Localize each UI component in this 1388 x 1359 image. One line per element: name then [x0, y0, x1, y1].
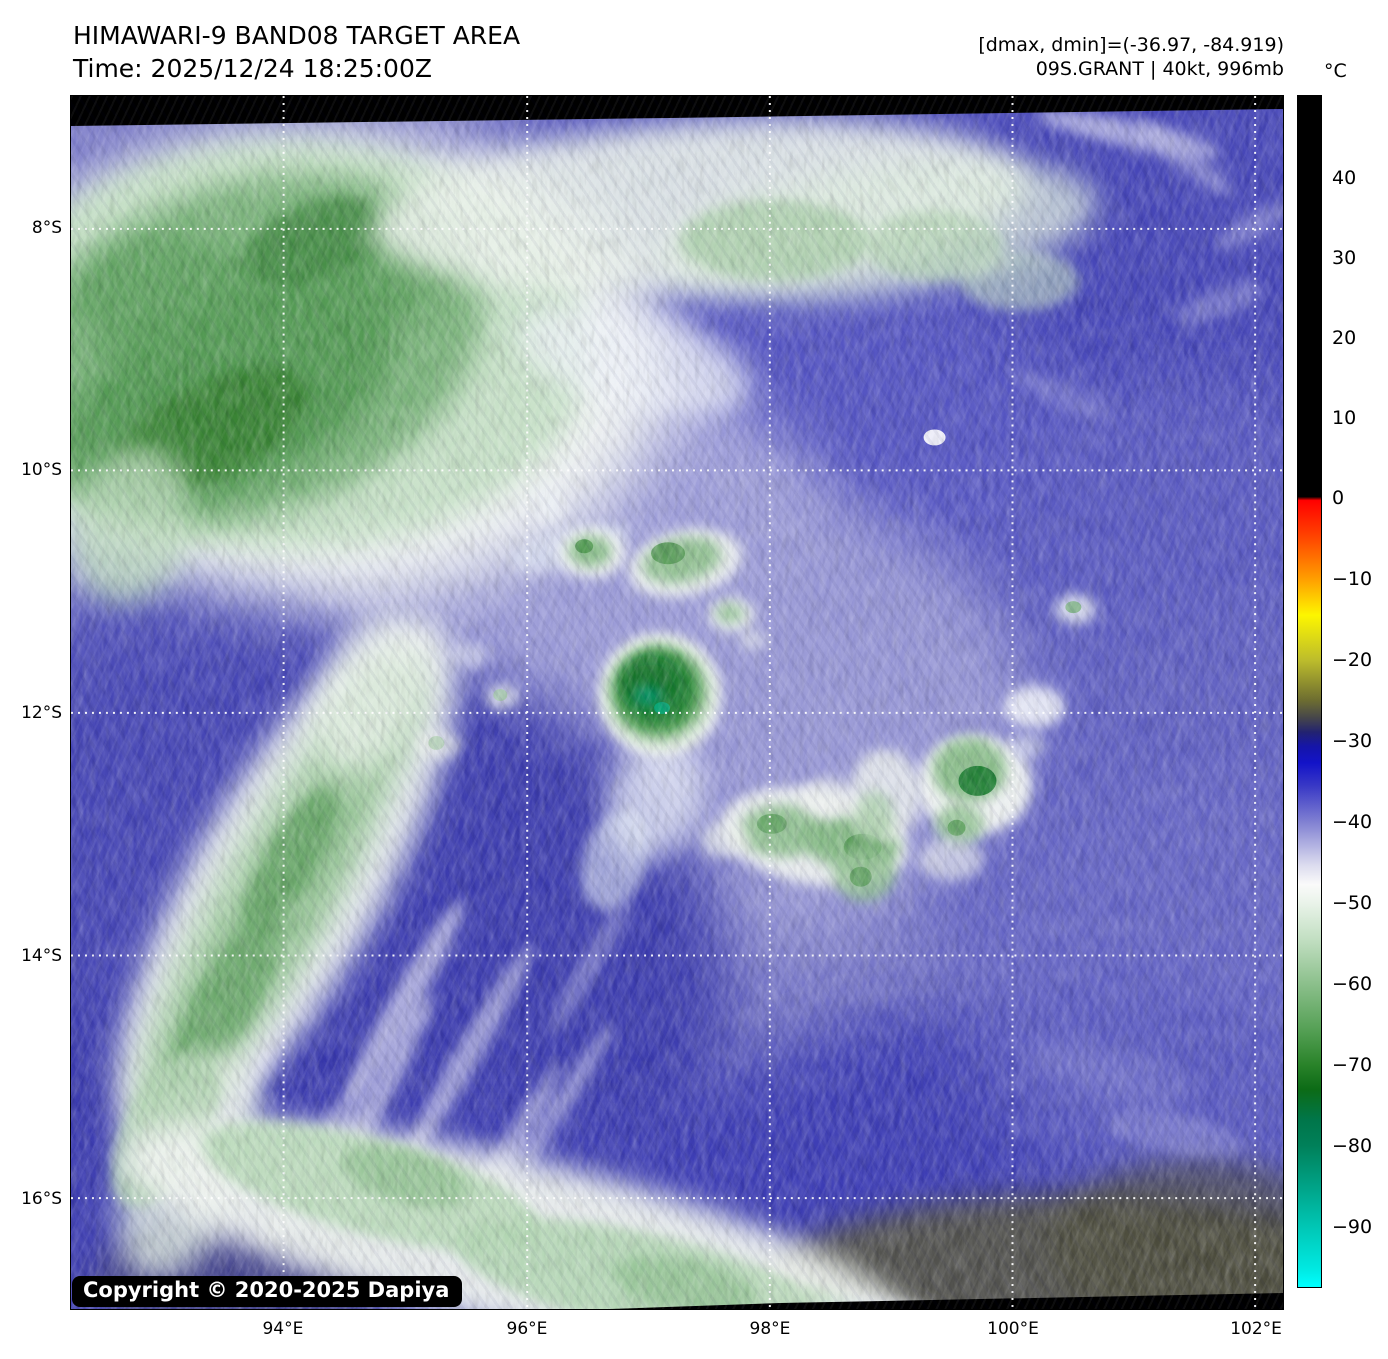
colorbar-tick-label: −50: [1332, 892, 1373, 915]
colorbar-tick-label: −10: [1332, 568, 1373, 590]
lat-tick-label: 10°S: [21, 459, 62, 480]
satellite-imagery: [71, 96, 1283, 1309]
colorbar-tick-label: 0: [1332, 486, 1345, 509]
lon-tick-label: 102°E: [1230, 1319, 1282, 1339]
lat-tick-label: 8°S: [31, 218, 62, 239]
lat-tick-label: 12°S: [21, 702, 62, 723]
colorbar-tick-label: −30: [1332, 730, 1373, 752]
scan-edge: [610, 1293, 1283, 1309]
map-title: HIMAWARI-9 BAND08 TARGET AREA: [73, 21, 521, 50]
colorbar: [1297, 95, 1322, 1288]
colorbar-tick-label: 40: [1332, 167, 1357, 190]
lat-tick-label: 16°S: [21, 1188, 62, 1209]
colorbar-tick-label: −20: [1332, 649, 1373, 671]
lon-tick-label: 100°E: [987, 1319, 1039, 1339]
annotation-storm-info: 09S.GRANT | 40kt, 996mb: [1035, 58, 1284, 80]
colorbar-tick-label: 30: [1332, 246, 1357, 269]
colorbar-tick-label: −80: [1332, 1135, 1373, 1158]
noise-texture-dark: [71, 96, 1283, 1309]
lon-tick-label: 96°E: [506, 1319, 548, 1339]
lon-tick-label: 98°E: [749, 1319, 791, 1339]
copyright-badge: Copyright © 2020-2025 Dapiya: [72, 1276, 463, 1307]
scan-edge-masks: [71, 96, 1283, 1309]
colorbar-tick-label: −70: [1332, 1054, 1373, 1077]
colorbar-tick-label: −60: [1332, 973, 1373, 996]
colorbar-tick-label: 10: [1332, 406, 1357, 429]
scan-edge: [71, 96, 1283, 126]
header: HIMAWARI-9 BAND08 TARGET AREA Time: 2025…: [73, 19, 520, 85]
annotation-block: [dmax, dmin]=(-36.97, -84.919) 09S.GRANT…: [978, 33, 1284, 81]
colorbar-tick-label: −90: [1332, 1216, 1373, 1239]
colorbar-tick-label: −40: [1332, 811, 1373, 833]
colorbar-tick-label: 20: [1332, 327, 1357, 349]
satellite-map: Copyright © 2020-2025 Dapiya: [70, 95, 1284, 1310]
lon-tick-label: 94°E: [262, 1319, 304, 1339]
lat-tick-label: 14°S: [21, 945, 62, 966]
annotation-dmax-dmin: [dmax, dmin]=(-36.97, -84.919): [978, 34, 1284, 56]
colorbar-unit-label: °C: [1324, 60, 1347, 82]
map-time: Time: 2025/12/24 18:25:00Z: [73, 54, 432, 83]
